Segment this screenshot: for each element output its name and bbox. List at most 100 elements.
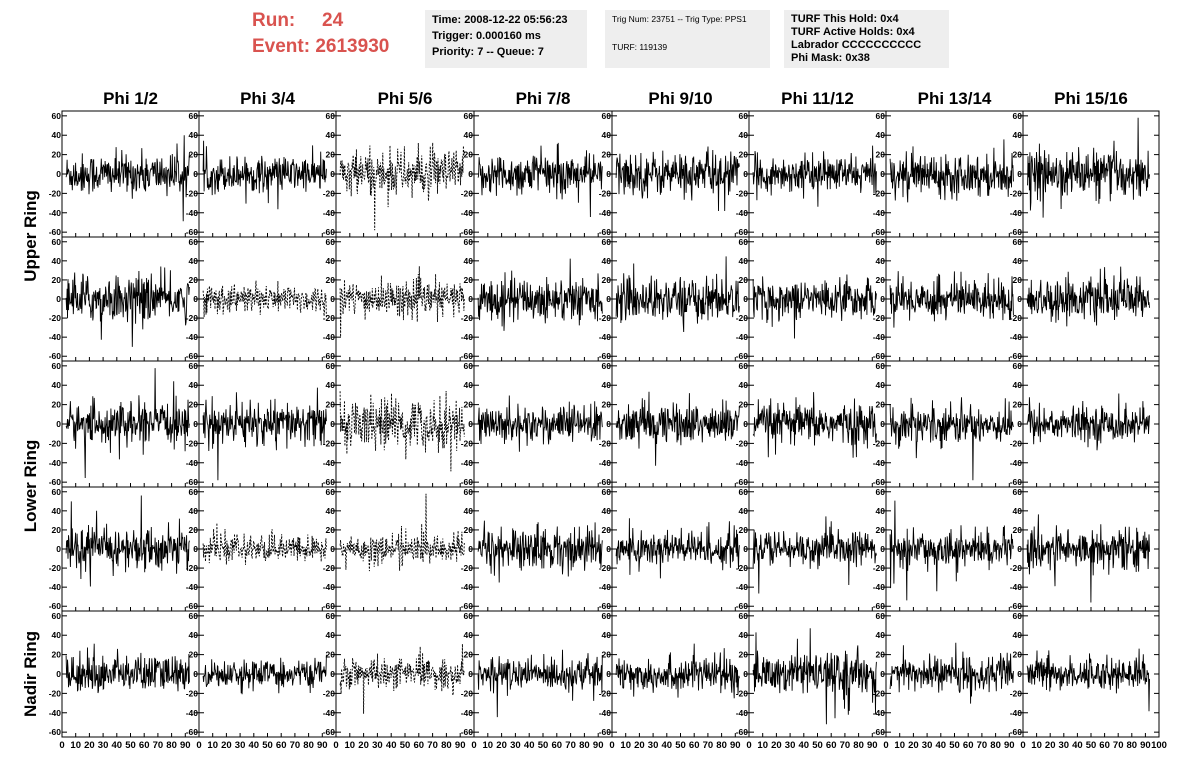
x-tick-label: 60 bbox=[414, 740, 425, 751]
turf-active-line: TURF Active Holds: 0x4 bbox=[791, 26, 915, 38]
y-tick-label: -20 bbox=[461, 688, 474, 698]
y-tick-label: 60 bbox=[464, 361, 474, 371]
y-tick-label: -20 bbox=[736, 563, 749, 573]
y-tick-label: 0 bbox=[468, 669, 473, 679]
x-tick-label: 90 bbox=[317, 740, 328, 751]
x-tick-label: 30 bbox=[648, 740, 659, 751]
y-tick-label: 0 bbox=[743, 544, 748, 554]
x-tick-label: 70 bbox=[427, 740, 438, 751]
y-tick-label: 20 bbox=[1013, 150, 1023, 160]
column-label-6: Phi 11/12 bbox=[781, 89, 854, 108]
y-tick-label: 60 bbox=[189, 361, 199, 371]
waveform-trace bbox=[615, 256, 740, 333]
y-tick-label: 40 bbox=[326, 130, 336, 140]
x-tick-label: 30 bbox=[98, 740, 109, 751]
y-tick-label: 40 bbox=[739, 256, 749, 266]
x-tick-label: 60 bbox=[276, 740, 287, 751]
y-tick-label: 40 bbox=[326, 256, 336, 266]
x-tick-label: 10 bbox=[207, 740, 218, 751]
y-tick-label: 20 bbox=[326, 525, 336, 535]
y-tick-label: -20 bbox=[873, 188, 886, 198]
y-tick-label: 60 bbox=[52, 611, 62, 621]
y-tick-label: -60 bbox=[461, 227, 474, 237]
y-tick-label: -40 bbox=[736, 458, 749, 468]
y-tick-label: -60 bbox=[736, 477, 749, 487]
y-tick-label: 60 bbox=[876, 111, 886, 121]
y-tick-label: 40 bbox=[876, 380, 886, 390]
y-tick-label: 20 bbox=[189, 525, 199, 535]
y-tick-label: 40 bbox=[189, 630, 199, 640]
turf-hold-line: TURF This Hold: 0x4 bbox=[791, 13, 899, 25]
y-tick-label: -60 bbox=[599, 227, 612, 237]
y-tick-label: 0 bbox=[330, 669, 335, 679]
y-tick-label: 60 bbox=[464, 611, 474, 621]
x-tick-label: 0 bbox=[883, 740, 888, 751]
y-tick-label: 20 bbox=[52, 525, 62, 535]
y-tick-label: 20 bbox=[602, 275, 612, 285]
waveform-trace bbox=[615, 146, 740, 212]
x-tick-label: 10 bbox=[894, 740, 905, 751]
y-tick-label: 20 bbox=[1013, 400, 1023, 410]
y-tick-label: 40 bbox=[876, 630, 886, 640]
y-tick-label: -40 bbox=[461, 458, 474, 468]
y-tick-label: -40 bbox=[873, 582, 886, 592]
y-tick-label: -60 bbox=[873, 227, 886, 237]
y-tick-label: -20 bbox=[873, 563, 886, 573]
y-tick-label: 40 bbox=[602, 256, 612, 266]
y-tick-label: -20 bbox=[461, 188, 474, 198]
y-tick-label: 20 bbox=[1013, 275, 1023, 285]
y-tick-label: 60 bbox=[52, 237, 62, 247]
y-tick-label: 40 bbox=[52, 130, 62, 140]
y-tick-label: 0 bbox=[56, 544, 61, 554]
y-tick-label: 40 bbox=[739, 130, 749, 140]
y-tick-label: 60 bbox=[602, 237, 612, 247]
y-tick-label: -20 bbox=[49, 188, 62, 198]
y-tick-label: -40 bbox=[186, 208, 199, 218]
y-tick-label: 40 bbox=[52, 506, 62, 516]
y-tick-label: 20 bbox=[602, 400, 612, 410]
y-tick-label: 0 bbox=[56, 169, 61, 179]
y-tick-label: 40 bbox=[189, 506, 199, 516]
y-tick-label: -20 bbox=[186, 688, 199, 698]
y-tick-label: 0 bbox=[880, 669, 885, 679]
y-tick-label: -40 bbox=[599, 208, 612, 218]
y-tick-label: 60 bbox=[189, 111, 199, 121]
x-tick-label: 10 bbox=[345, 740, 356, 751]
x-tick-label: 10 bbox=[757, 740, 768, 751]
y-tick-label: 40 bbox=[464, 130, 474, 140]
y-tick-label: 60 bbox=[602, 361, 612, 371]
y-tick-label: 20 bbox=[602, 525, 612, 535]
y-tick-label: 0 bbox=[193, 669, 198, 679]
y-tick-label: -40 bbox=[49, 708, 62, 718]
y-tick-label: 20 bbox=[326, 400, 336, 410]
y-tick-label: -60 bbox=[323, 227, 336, 237]
y-tick-label: -40 bbox=[186, 708, 199, 718]
run-row: Run: 24 bbox=[252, 8, 420, 34]
y-tick-label: 40 bbox=[1013, 506, 1023, 516]
y-tick-label: 20 bbox=[464, 275, 474, 285]
y-tick-label: 40 bbox=[876, 256, 886, 266]
y-tick-label: -60 bbox=[736, 227, 749, 237]
waveform-trace bbox=[65, 643, 190, 694]
y-tick-label: 0 bbox=[193, 544, 198, 554]
y-tick-label: 0 bbox=[743, 419, 748, 429]
waveform-trace bbox=[1026, 266, 1150, 327]
y-tick-label: -60 bbox=[461, 727, 474, 737]
y-tick-label: -60 bbox=[323, 601, 336, 611]
y-tick-label: 40 bbox=[464, 256, 474, 266]
y-tick-label: 0 bbox=[56, 294, 61, 304]
y-tick-label: -20 bbox=[461, 313, 474, 323]
y-tick-label: 60 bbox=[52, 111, 62, 121]
x-tick-label: 30 bbox=[235, 740, 246, 751]
y-tick-label: 0 bbox=[468, 169, 473, 179]
y-tick-label: -60 bbox=[599, 477, 612, 487]
waveform-trace bbox=[202, 522, 327, 565]
y-tick-label: -60 bbox=[323, 477, 336, 487]
panel-frame bbox=[748, 610, 887, 738]
y-tick-label: -20 bbox=[1010, 688, 1023, 698]
event-label: Event: bbox=[252, 36, 311, 57]
y-tick-label: -60 bbox=[1010, 351, 1023, 361]
y-tick-label: -40 bbox=[323, 582, 336, 592]
y-tick-label: 20 bbox=[189, 150, 199, 160]
x-tick-label: 20 bbox=[358, 740, 369, 751]
